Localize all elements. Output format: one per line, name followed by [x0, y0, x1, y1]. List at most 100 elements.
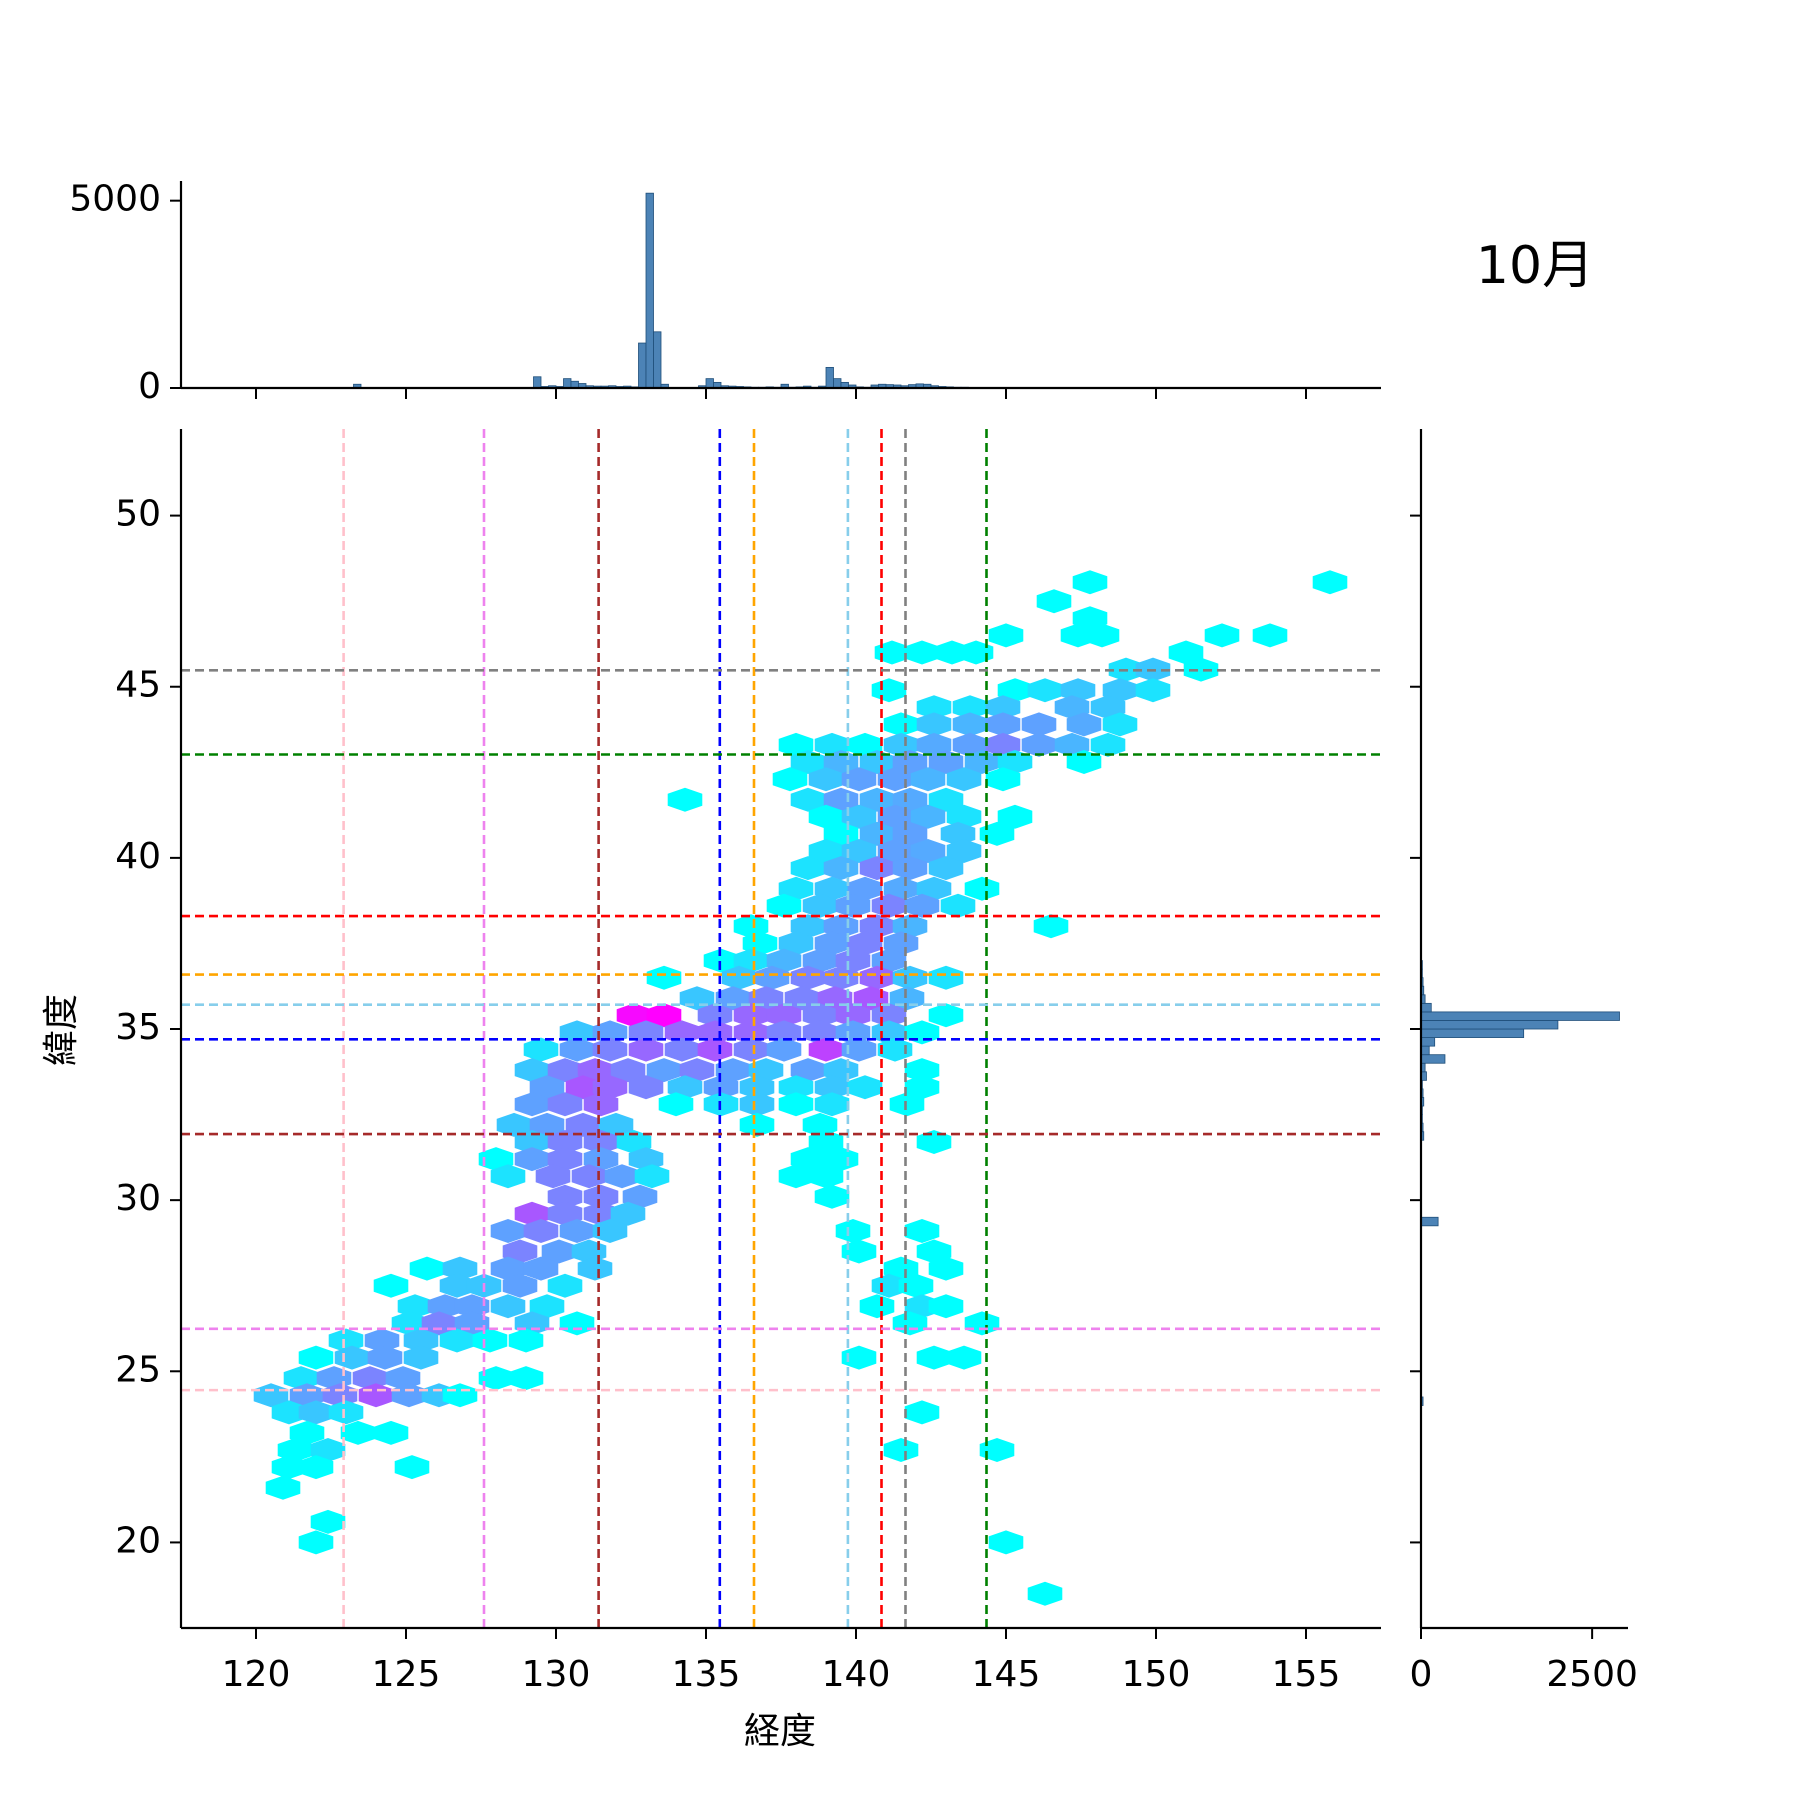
hexbin-cell: [904, 1058, 940, 1083]
hexbin-cell: [310, 1438, 346, 1462]
hexbin-cell: [802, 1003, 838, 1028]
hexbin-cell: [892, 965, 928, 990]
histogram: [1420, 960, 1620, 1406]
hexbin-cell: [478, 1147, 514, 1172]
hexbin-cell: [298, 1400, 334, 1425]
hexbin-cell: [622, 1184, 658, 1209]
hexbin-cell: [367, 1345, 403, 1370]
top-hist-y-tick-label: 5000: [69, 179, 161, 220]
hexbin-cell: [883, 876, 919, 901]
hexbin-cell: [490, 1164, 526, 1189]
hexbin-cell: [409, 1256, 445, 1281]
hexbin-cell: [958, 640, 994, 665]
hexbin-cell: [403, 1328, 439, 1353]
hexbin-cell: [928, 787, 964, 812]
hexbin-cell: [535, 1164, 571, 1189]
hexbin-cell: [502, 1273, 538, 1298]
hexbin-cell: [916, 1345, 952, 1370]
hexbin-cell: [904, 893, 940, 918]
right-hist-x-tick-label: 0: [1410, 1654, 1433, 1695]
hexbin-cell: [979, 821, 1015, 846]
hexbin-cell: [814, 876, 850, 901]
hexbin-cell: [679, 1058, 715, 1083]
hexbin-cell: [985, 767, 1021, 792]
hexbin-cell: [583, 1147, 619, 1172]
hexbin-cell: [298, 1530, 334, 1555]
hexbin-cell: [928, 1256, 964, 1281]
hexbin-cell: [547, 1273, 583, 1298]
hexbin-cell: [778, 1075, 814, 1100]
hexbin-cell: [904, 1075, 940, 1100]
hexbin-cell: [1072, 570, 1108, 595]
hexbin-cell: [658, 1092, 694, 1117]
hexbin-cell: [592, 1219, 628, 1243]
histogram-bar: [1420, 1028, 1525, 1038]
hexbin-cell: [892, 750, 928, 774]
hexbin-cell: [904, 1400, 940, 1425]
hexbin-cell: [364, 1328, 400, 1353]
hexbin-cell: [835, 1219, 871, 1243]
hexbin-cell: [766, 948, 802, 973]
hexbin-cell: [910, 767, 946, 792]
hexbin-cell: [859, 914, 895, 939]
hexbin-cell: [841, 1239, 877, 1264]
hexbin-cell: [766, 1003, 802, 1028]
hexbin-cell: [916, 695, 952, 720]
hexbin-cell: [352, 1366, 388, 1391]
hexbin-cell: [1033, 914, 1069, 939]
hexbin-cell: [646, 1003, 682, 1028]
hexbin-cell: [808, 1164, 844, 1189]
hexbin-cell: [790, 750, 826, 774]
hexbin-cell: [490, 1219, 526, 1243]
hexbin-cell: [985, 732, 1021, 757]
hexbin-cell: [391, 1383, 427, 1408]
histogram-bar: [825, 366, 834, 389]
hexbin-cell: [940, 893, 976, 918]
hexbin-cell: [577, 1058, 613, 1083]
hexbin-cell: [394, 1455, 430, 1480]
hexbin-cell: [529, 1112, 565, 1137]
hexbin-cell: [490, 1256, 526, 1281]
hexbin-cell: [802, 893, 838, 918]
hexbin-cell: [946, 804, 982, 829]
hexbin-cell: [841, 1345, 877, 1370]
hexbin-cell: [1060, 678, 1096, 703]
x-tick-label: 135: [672, 1654, 741, 1695]
hexbin-cell: [547, 1147, 583, 1172]
hexbin-cell: [790, 914, 826, 939]
hexbin-cell: [1102, 712, 1138, 737]
hexbin-cell: [502, 1239, 538, 1264]
hexbin-cell: [1021, 712, 1057, 737]
hexbin-cell: [766, 1037, 802, 1062]
histogram-bar: [533, 376, 542, 389]
hexbin-cell: [778, 1092, 814, 1117]
hexbin-cell: [778, 732, 814, 757]
hexbin-cell: [808, 1130, 844, 1154]
hexbin-cell: [952, 695, 988, 720]
hexbin-cell: [1090, 695, 1126, 720]
hexes: [253, 570, 1348, 1606]
hexbin-cell: [529, 1075, 565, 1100]
hexbin-cell: [403, 1345, 439, 1370]
hexbin-cell: [877, 804, 913, 829]
hexbin-cell: [859, 787, 895, 812]
hexbin-cell: [397, 1294, 433, 1319]
hexbin-cell: [988, 623, 1024, 648]
hexbin-cell: [859, 821, 895, 846]
hexbin-cell: [733, 1003, 769, 1028]
hexbin-cell: [859, 750, 895, 774]
hexbin-cell: [841, 1037, 877, 1062]
hexbin-cell: [808, 839, 844, 863]
chart-title: 10月: [1476, 236, 1594, 296]
hexbin-cell: [1072, 606, 1108, 631]
hexbin-cell: [328, 1328, 364, 1353]
hexbin-cell: [697, 1037, 733, 1062]
hexbin-cell: [997, 804, 1033, 829]
histogram: [353, 192, 969, 389]
hexbin-cell: [916, 712, 952, 737]
hexbin-cell: [646, 1058, 682, 1083]
hexbin-cell: [1054, 732, 1090, 757]
y-tick-label: 30: [115, 1178, 161, 1219]
hexbin-cell: [454, 1294, 490, 1319]
hexbin-cell: [1312, 570, 1348, 595]
